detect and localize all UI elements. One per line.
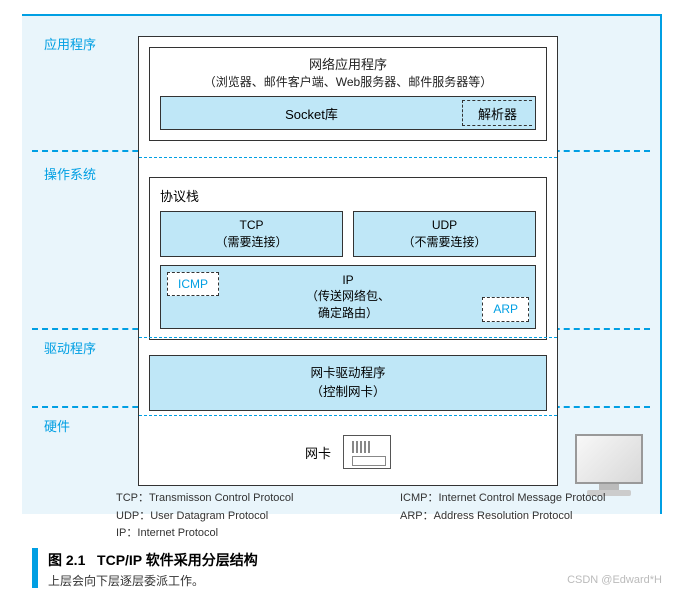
udp-note: （不需要连接） xyxy=(356,234,533,251)
ip-note2: 确定路由） xyxy=(163,305,533,322)
tcp-note: （需要连接） xyxy=(163,234,340,251)
socket-lib: Socket库 xyxy=(161,97,462,129)
caption-title: 图 2.1 TCP/IP 软件采用分层结构 xyxy=(48,548,258,570)
tcp-box: TCP （需要连接） xyxy=(160,211,343,257)
layer-label-app: 应用程序 xyxy=(44,34,96,53)
protocol-stack: 协议栈 TCP （需要连接） UDP （不需要连接） ICMP IP （传送网络… xyxy=(149,177,547,340)
layer-label-os: 操作系统 xyxy=(44,164,96,183)
main-box: 网络应用程序 （浏览器、邮件客户端、Web服务器、邮件服务器等） Socket库… xyxy=(138,36,558,486)
app-title: 网络应用程序 xyxy=(160,54,536,73)
watermark: CSDN @Edward*H xyxy=(567,574,662,586)
resolver-box: 解析器 xyxy=(462,100,532,126)
tcp-name: TCP xyxy=(163,217,340,234)
legend-udp: UDP：User Datagram Protocol xyxy=(116,508,293,526)
layer-label-hw: 硬件 xyxy=(44,416,70,435)
driver-name: 网卡驱动程序 xyxy=(152,364,544,383)
layer-label-driver: 驱动程序 xyxy=(44,338,96,357)
arp-box: ARP xyxy=(482,297,529,322)
driver-note: （控制网卡） xyxy=(152,383,544,402)
socket-row: Socket库 解析器 xyxy=(160,96,536,130)
legend-tcp: TCP：Transmisson Control Protocol xyxy=(116,490,293,508)
app-subtitle: （浏览器、邮件客户端、Web服务器、邮件服务器等） xyxy=(160,73,536,90)
nic-card-icon xyxy=(343,435,391,469)
driver-box: 网卡驱动程序 （控制网卡） xyxy=(149,355,547,411)
figure-caption: 图 2.1 TCP/IP 软件采用分层结构 上层会向下层逐层委派工作。 xyxy=(32,548,258,589)
caption-bar-icon xyxy=(32,548,38,588)
inner-sep-1 xyxy=(139,157,557,158)
caption-num: 图 2.1 xyxy=(48,552,85,568)
caption-sub: 上层会向下层逐层委派工作。 xyxy=(48,572,258,589)
udp-box: UDP （不需要连接） xyxy=(353,211,536,257)
legend-ip: IP：Internet Protocol xyxy=(116,525,293,543)
nic-row: 网卡 xyxy=(149,435,547,469)
application-box: 网络应用程序 （浏览器、邮件客户端、Web服务器、邮件服务器等） Socket库… xyxy=(149,47,547,141)
icmp-box: ICMP xyxy=(167,272,219,297)
nic-label: 网卡 xyxy=(305,443,331,462)
ip-box: ICMP IP （传送网络包、 确定路由） ARP xyxy=(160,265,536,329)
stack-title: 协议栈 xyxy=(160,186,536,205)
diagram-frame: 应用程序 操作系统 驱动程序 硬件 网络应用程序 （浏览器、邮件客户端、Web服… xyxy=(22,14,662,514)
legend-arp: ARP：Address Resolution Protocol xyxy=(400,508,605,526)
caption-text: TCP/IP 软件采用分层结构 xyxy=(97,552,258,568)
inner-sep-3 xyxy=(139,415,557,416)
legend-icmp: ICMP：Internet Control Message Protocol xyxy=(400,490,605,508)
udp-name: UDP xyxy=(356,217,533,234)
legend-col1: TCP：Transmisson Control Protocol UDP：Use… xyxy=(116,490,293,543)
legend-col2: ICMP：Internet Control Message Protocol A… xyxy=(400,490,605,525)
inner-sep-2 xyxy=(139,337,557,338)
